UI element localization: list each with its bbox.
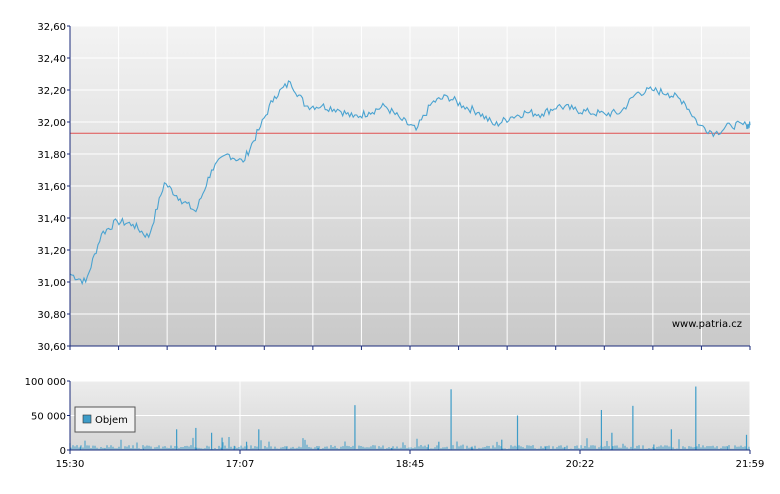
volume-axes [67, 380, 751, 454]
legend: Objem [74, 406, 136, 433]
price-line [69, 80, 751, 286]
volume-y-axis-labels: 100 000 50 000 0 [25, 377, 66, 457]
legend-swatch [82, 414, 92, 424]
legend-label: Objem [95, 415, 128, 426]
price-axes [67, 25, 751, 350]
watermark: www.patria.cz [672, 319, 742, 330]
price-y-tick-label: 31,60 [37, 182, 66, 193]
x-axis-tick-label: 17:07 [226, 459, 255, 470]
price-y-tick-label: 32,40 [37, 54, 66, 65]
price-y-tick-label: 32,60 [37, 22, 66, 33]
price-y-tick-label: 32,00 [37, 118, 66, 129]
x-axis-labels: 15:30 17:07 18:45 20:22 21:59 [56, 459, 765, 470]
price-y-tick-label: 31,00 [37, 278, 66, 289]
volume-y-tick-label: 0 [60, 446, 66, 457]
price-y-tick-label: 31,80 [37, 150, 66, 161]
price-y-axis-labels: 32,60 32,40 32,20 32,00 31,80 31,60 31,40 31,20… [37, 22, 66, 353]
x-axis-tick-label: 18:45 [396, 459, 425, 470]
price-panel: 32,60 32,40 32,20 32,00 31,80 31,60 31,40 31,20… [37, 22, 751, 353]
volume-panel: 100 000 50 000 0 15:30 17:07 18:45 20:22 21:59… [25, 377, 765, 470]
volume-y-tick-label: 100 000 [25, 377, 66, 388]
volume-y-tick-label: 50 000 [31, 412, 66, 423]
price-y-tick-label: 32,20 [37, 86, 66, 97]
price-y-tick-label: 31,20 [37, 246, 66, 257]
price-y-tick-label: 30,60 [37, 342, 66, 353]
price-y-tick-label: 30,80 [37, 310, 66, 321]
x-axis-tick-label: 15:30 [56, 459, 85, 470]
price-y-tick-label: 31,40 [37, 214, 66, 225]
x-axis-tick-label: 21:59 [736, 459, 765, 470]
x-axis-tick-label: 20:22 [566, 459, 595, 470]
